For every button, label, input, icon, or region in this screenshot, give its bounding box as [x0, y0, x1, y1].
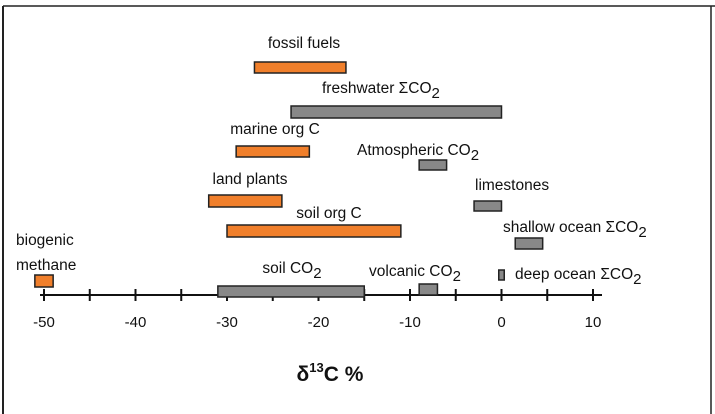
x-tick-label: 10: [585, 314, 602, 331]
range-label: Atmospheric CO2: [357, 142, 479, 164]
range-label: soil org C: [296, 205, 361, 222]
range-bar: [514, 237, 544, 250]
x-tick-label: -20: [308, 314, 330, 331]
range-labels: fossil fuels freshwater ΣCO2 marine org C A…: [16, 35, 647, 288]
range-bar: [217, 285, 365, 298]
range-bar: [235, 145, 311, 158]
x-tick-label: -30: [216, 314, 238, 331]
range-label: volcanic CO2: [369, 263, 461, 285]
x-tick-label: -40: [125, 314, 147, 331]
x-tick-label: -10: [399, 314, 421, 331]
range-bar: [207, 194, 283, 208]
range-label: biogenic: [16, 232, 74, 249]
range-label: methane: [16, 257, 76, 274]
range-bars: [34, 61, 544, 298]
range-bar: [226, 224, 402, 238]
range-label: fossil fuels: [268, 35, 341, 52]
range-bar: [418, 283, 439, 296]
range-bar: [498, 269, 505, 281]
range-label: shallow ocean ΣCO2: [503, 219, 647, 241]
range-label: marine org C: [230, 121, 320, 138]
range-label: freshwater ΣCO2: [322, 80, 440, 102]
x-axis-title: δ13C %: [297, 360, 364, 386]
range-bar: [34, 274, 54, 288]
range-bar: [253, 61, 347, 74]
superscript-13: 13: [309, 360, 323, 375]
range-bar: [473, 200, 503, 212]
x-tick-label: 0: [497, 314, 505, 331]
range-bar: [290, 105, 503, 119]
range-label: limestones: [475, 177, 549, 194]
range-label: deep ocean ΣCO2: [515, 266, 642, 288]
range-label: soil CO2: [262, 260, 321, 282]
range-bar: [418, 159, 448, 171]
x-tick-label: -50: [33, 314, 55, 331]
range-label: land plants: [213, 171, 288, 188]
